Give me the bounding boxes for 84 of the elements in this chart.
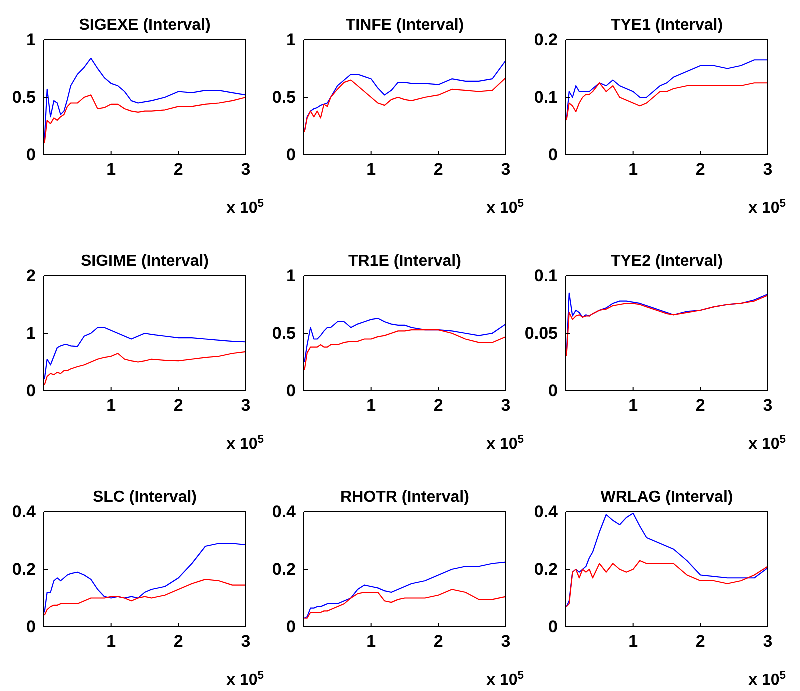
y-tick-label: 0 bbox=[26, 617, 36, 636]
x-axis-title: x 10$^{5}$ bbox=[226, 434, 264, 453]
x-tick-label: 2 bbox=[174, 396, 184, 416]
x-tick-label: 2 bbox=[434, 160, 444, 180]
x-axis-title: x 10$^{5}$ bbox=[226, 198, 264, 217]
y-tick-label: 1 bbox=[26, 324, 36, 343]
chart-title: TINFE (Interval) bbox=[346, 17, 464, 34]
line-series bbox=[44, 543, 247, 614]
x-tick-label: 3 bbox=[501, 160, 511, 180]
x-tick-label: 2 bbox=[696, 632, 706, 652]
line-series bbox=[304, 330, 507, 371]
y-tick-label: 0 bbox=[286, 381, 296, 400]
chart-title: TYE2 (Interval) bbox=[610, 253, 724, 270]
y-tick-label: 0 bbox=[548, 381, 558, 400]
chart-title: RHOTR (Interval) bbox=[340, 489, 470, 506]
x-axis-title: x 10$^{5}$ bbox=[748, 198, 786, 217]
y-tick-label: 1 bbox=[286, 266, 296, 286]
line-series bbox=[44, 579, 247, 616]
x-tick-label: 1 bbox=[366, 632, 376, 652]
line-series bbox=[304, 77, 507, 133]
y-tick-label: 0.2 bbox=[534, 30, 558, 50]
line-series bbox=[304, 562, 507, 619]
line-series bbox=[566, 82, 769, 122]
x-axis-title: x 10$^{5}$ bbox=[486, 434, 524, 453]
x-tick-label: 1 bbox=[628, 632, 638, 652]
chart-title: TR1E (Interval) bbox=[348, 253, 462, 270]
x-tick-label: 1 bbox=[366, 396, 376, 416]
y-tick-label: 0 bbox=[26, 381, 36, 400]
x-tick-label: 2 bbox=[696, 396, 706, 416]
line-series bbox=[566, 560, 769, 608]
y-tick-label: 0.4 bbox=[272, 502, 297, 522]
x-axis-title: x 10$^{5}$ bbox=[748, 670, 786, 689]
x-tick-label: 2 bbox=[174, 160, 184, 180]
x-tick-label: 1 bbox=[628, 160, 638, 180]
y-tick-label: 0.5 bbox=[272, 88, 296, 107]
x-tick-label: 1 bbox=[106, 160, 116, 180]
x-tick-label: 2 bbox=[174, 632, 184, 652]
x-tick-label: 2 bbox=[434, 396, 444, 416]
line-series bbox=[304, 589, 507, 619]
y-tick-label: 0.1 bbox=[534, 88, 558, 107]
x-axis-title: x 10$^{5}$ bbox=[748, 434, 786, 453]
y-tick-label: 0 bbox=[548, 617, 558, 636]
x-axis-title: x 10$^{5}$ bbox=[486, 670, 524, 689]
x-tick-label: 1 bbox=[106, 396, 116, 416]
x-tick-label: 1 bbox=[628, 396, 638, 416]
x-tick-label: 3 bbox=[763, 632, 773, 652]
y-tick-label: 0.5 bbox=[272, 324, 296, 343]
y-tick-label: 0 bbox=[548, 145, 558, 164]
y-tick-label: 2 bbox=[26, 266, 36, 286]
y-tick-label: 0.05 bbox=[524, 324, 558, 343]
y-tick-label: 1 bbox=[26, 30, 36, 50]
line-series bbox=[44, 327, 247, 380]
x-tick-label: 1 bbox=[366, 160, 376, 180]
y-tick-label: 0.2 bbox=[272, 560, 296, 579]
line-series bbox=[304, 318, 507, 363]
x-axis-title: x 10$^{5}$ bbox=[226, 670, 264, 689]
chart-title: SIGEXE (Interval) bbox=[79, 17, 211, 34]
x-tick-label: 3 bbox=[241, 160, 251, 180]
y-tick-label: 0 bbox=[26, 145, 36, 164]
chart-title: WRLAG (Interval) bbox=[600, 489, 734, 506]
x-tick-label: 3 bbox=[241, 396, 251, 416]
x-tick-label: 2 bbox=[434, 632, 444, 652]
x-tick-label: 2 bbox=[696, 160, 706, 180]
y-tick-label: 0.2 bbox=[534, 560, 558, 579]
line-series bbox=[44, 94, 247, 144]
y-tick-label: 0.4 bbox=[534, 502, 559, 522]
x-tick-label: 3 bbox=[501, 396, 511, 416]
y-tick-label: 0 bbox=[286, 617, 296, 636]
chart-title: TYE1 (Interval) bbox=[610, 17, 724, 34]
chart-title: SIGIME (Interval) bbox=[80, 253, 210, 270]
y-tick-label: 0.5 bbox=[12, 88, 36, 107]
y-tick-label: 0.2 bbox=[12, 560, 36, 579]
chart-title: SLC (Interval) bbox=[92, 489, 198, 506]
x-tick-label: 3 bbox=[763, 396, 773, 416]
y-tick-label: 0 bbox=[286, 145, 296, 164]
x-tick-label: 3 bbox=[241, 632, 251, 652]
x-tick-label: 3 bbox=[763, 160, 773, 180]
x-tick-label: 3 bbox=[501, 632, 511, 652]
y-tick-label: 1 bbox=[286, 30, 296, 50]
line-series bbox=[44, 351, 247, 386]
y-tick-label: 0.1 bbox=[534, 266, 558, 286]
y-tick-label: 0.4 bbox=[12, 502, 37, 522]
x-axis-title: x 10$^{5}$ bbox=[486, 198, 524, 217]
x-tick-label: 1 bbox=[106, 632, 116, 652]
